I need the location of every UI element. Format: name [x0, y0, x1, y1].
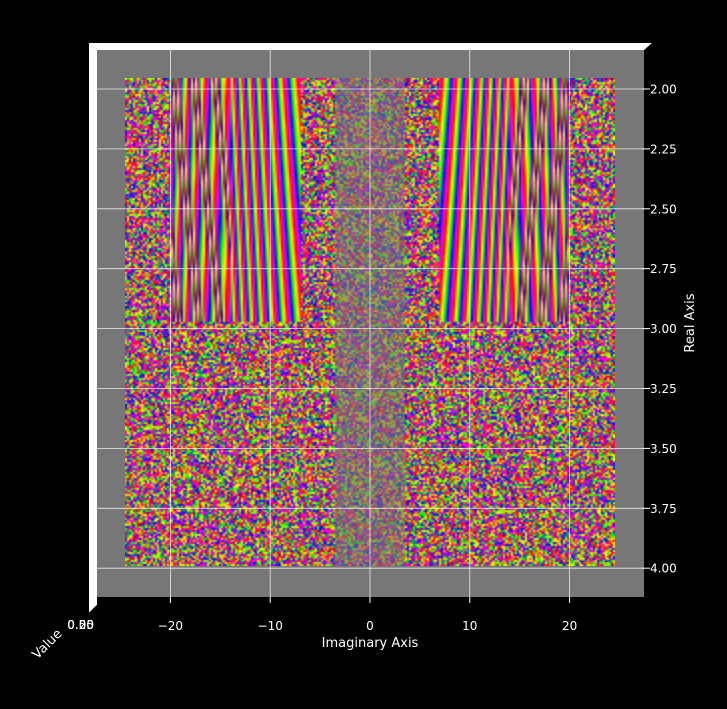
x-tick-label: −10 [258, 619, 283, 633]
z-tick-label-0: 0.50 [67, 618, 94, 632]
y-axis-ticks: 2.00 2.25 2.50 2.75 3.00 3.25 3.50 3.75 4.00 [642, 83, 677, 576]
y-tick-label: 4.00 [650, 562, 677, 576]
y-tick-label: 3.25 [650, 382, 677, 396]
y-tick-label: 2.25 [650, 142, 677, 156]
pane-top-edge [89, 43, 652, 50]
y-tick-label: 3.75 [650, 502, 677, 516]
y-axis-label: Real Axis [683, 293, 698, 352]
z-axis-line [88, 603, 98, 613]
x-tick-label: 10 [462, 619, 477, 633]
y-tick-label: 2.75 [650, 262, 677, 276]
y-tick-label: 2.00 [650, 83, 677, 97]
pane-left-edge [89, 43, 97, 612]
x-axis-ticks: −20 −10 0 10 20 [158, 597, 577, 633]
x-axis-label: Imaginary Axis [322, 636, 419, 651]
x-tick-label: −20 [158, 619, 183, 633]
grid-lines [97, 50, 644, 597]
y-tick-label: 2.50 [650, 202, 677, 216]
z-tick-label-2: 0.00 [67, 618, 94, 632]
z-tick-label-1: 0.25 [67, 618, 94, 632]
y-tick-label: 3.50 [650, 442, 677, 456]
y-tick-label: 3.00 [650, 322, 677, 336]
x-tick-label: 0 [366, 619, 374, 633]
x-tick-label: 20 [562, 619, 577, 633]
